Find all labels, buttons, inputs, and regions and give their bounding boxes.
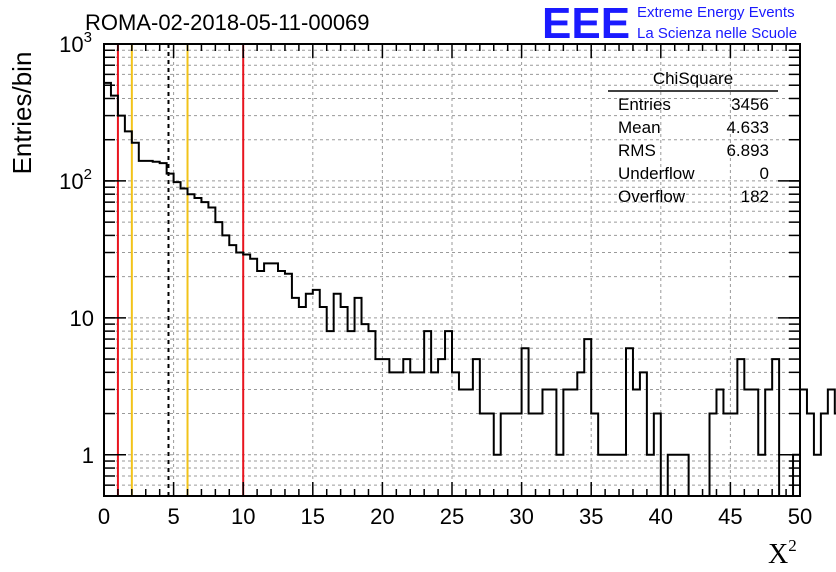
x-tick-label: 5	[167, 504, 179, 529]
x-axis-label-sup: 2	[788, 536, 797, 555]
x-tick-label: 50	[788, 504, 812, 529]
y-tick-label-exponent: 3	[84, 29, 92, 46]
stats-row-label: RMS	[618, 141, 656, 160]
x-tick-label: 10	[231, 504, 255, 529]
y-tick-label-base: 10	[59, 169, 83, 194]
stats-title: ChiSquare	[653, 69, 733, 88]
stats-row-value: 6.893	[726, 141, 769, 160]
y-tick-label-base: 10	[59, 32, 83, 57]
stats-row-value: 3456	[731, 95, 769, 114]
x-axis-label: X2	[768, 536, 797, 570]
histogram-series	[103, 81, 836, 497]
x-tick-label: 20	[370, 504, 394, 529]
stats-row-label: Underflow	[618, 164, 695, 183]
stats-row-value: 182	[741, 187, 769, 206]
axis-ticks	[103, 43, 801, 496]
y-tick-label: 10	[70, 306, 94, 331]
x-tick-label: 25	[440, 504, 464, 529]
stats-row-value: 0	[760, 164, 769, 183]
x-axis-label-base: X	[768, 539, 788, 570]
x-tick-label: 30	[509, 504, 533, 529]
y-tick-label: 1	[82, 443, 94, 468]
eee-logo: EEE Extreme Energy Events La Scienza nel…	[542, 0, 797, 48]
x-tick-label: 15	[301, 504, 325, 529]
x-tick-label: 40	[649, 504, 673, 529]
eee-logo-mark: EEE	[542, 0, 630, 48]
y-axis-label: Entries/bin	[7, 52, 37, 175]
y-tick-label: 102	[59, 166, 92, 194]
stats-row-label: Entries	[618, 95, 671, 114]
x-tick-labels: 0 5 10 15 20 25 30 35 40 45 50	[98, 504, 812, 529]
stats-row-label: Mean	[618, 118, 661, 137]
x-tick-label: 35	[579, 504, 603, 529]
x-tick-label: 45	[718, 504, 742, 529]
reference-lines	[116, 44, 245, 496]
chart-title: ROMA-02-2018-05-11-00069	[85, 10, 370, 35]
x-tick-label: 0	[98, 504, 110, 529]
stats-box: ChiSquare Entries 3456 Mean 4.633 RMS 6.893 Un…	[608, 69, 778, 206]
y-tick-label: 103	[59, 29, 92, 57]
y-tick-label-exponent: 2	[84, 166, 92, 183]
stats-row-label: Overflow	[618, 187, 686, 206]
grid-lines	[104, 44, 800, 496]
logo-line-1: Extreme Energy Events	[637, 4, 795, 21]
stats-row-value: 4.633	[726, 118, 769, 137]
logo-line-2: La Scienza nelle Scuole	[637, 25, 797, 42]
stats-rows: Entries 3456 Mean 4.633 RMS 6.893 Underflow 0 Ov…	[618, 95, 769, 206]
